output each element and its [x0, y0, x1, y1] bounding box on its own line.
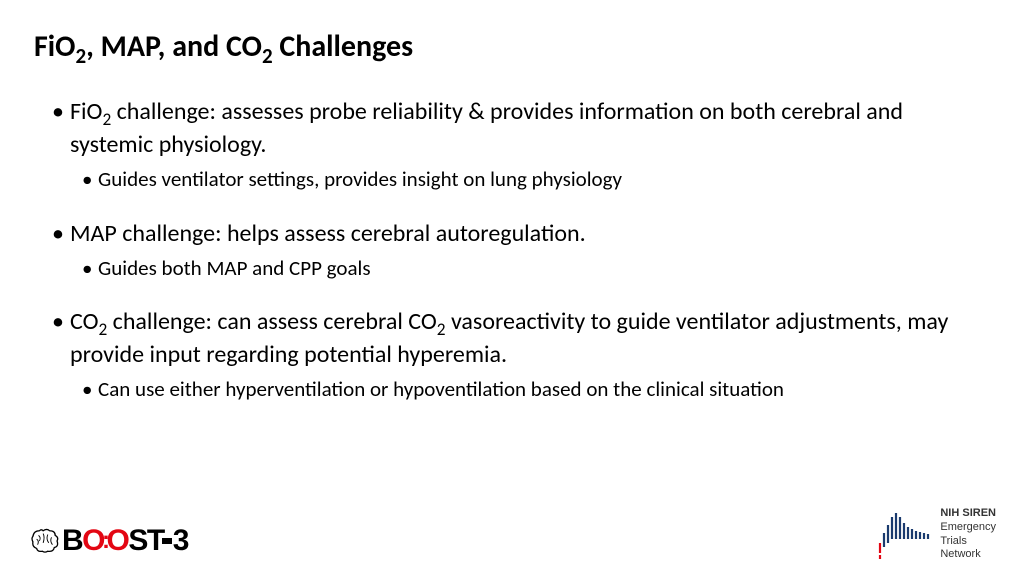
brain-icon — [30, 528, 60, 554]
siren-line: Network — [940, 548, 996, 562]
subscript: 2 — [98, 319, 107, 340]
logo-letter: 3 — [173, 524, 188, 558]
sub-bullet-list: Guides both MAP and CPP goals — [52, 255, 990, 281]
bullet-text: challenge: assesses probe reliability & … — [70, 97, 903, 159]
siren-line: NIH SIREN — [940, 507, 996, 521]
bullet-text: FiO — [70, 97, 102, 126]
bullet-text: MAP challenge: helps assess cerebral aut… — [70, 219, 586, 248]
nih-siren-logo: NIH SIREN Emergency Trials Network — [874, 507, 996, 562]
logo-letter: O — [82, 524, 104, 558]
title-sub: 2 — [262, 43, 273, 69]
boost3-logo: B O : O S T 3 — [30, 524, 188, 558]
siren-bars-icon — [874, 509, 932, 561]
siren-text: NIH SIREN Emergency Trials Network — [940, 507, 996, 562]
siren-line: Trials — [940, 535, 996, 549]
slide-title: FiO2, MAP, and CO2 Challenges — [34, 28, 990, 69]
logo-dash — [162, 538, 172, 544]
siren-line: Emergency — [940, 521, 996, 535]
title-part: , MAP, and CO — [86, 28, 262, 65]
bullet-text: challenge: can assess cerebral CO — [107, 307, 437, 336]
bullet-item: MAP challenge: helps assess cerebral aut… — [52, 219, 990, 249]
slide: FiO2, MAP, and CO2 Challenges FiO2 chall… — [0, 0, 1024, 576]
bullet-text: CO — [70, 307, 98, 336]
boost3-wordmark: B O : O S T 3 — [62, 524, 188, 558]
title-part: Challenges — [273, 28, 413, 65]
title-part: FiO — [34, 28, 75, 65]
logo-letter: O — [107, 524, 129, 558]
sub-bullet-item: Guides both MAP and CPP goals — [82, 255, 990, 281]
subscript: 2 — [102, 109, 111, 130]
bullet-item: FiO2 challenge: assesses probe reliabili… — [52, 97, 990, 160]
sub-bullet-item: Guides ventilator settings, provides ins… — [82, 166, 990, 192]
subscript: 2 — [437, 319, 446, 340]
bullet-list: FiO2 challenge: assesses probe reliabili… — [34, 97, 990, 403]
sub-bullet-list: Can use either hyperventilation or hypov… — [52, 376, 990, 402]
sub-bullet-item: Can use either hyperventilation or hypov… — [82, 376, 990, 402]
logo-letter: S — [128, 524, 147, 558]
logo-letter: B — [62, 524, 82, 558]
title-sub: 2 — [75, 43, 86, 69]
bullet-item: CO2 challenge: can assess cerebral CO2 v… — [52, 307, 990, 370]
sub-bullet-list: Guides ventilator settings, provides ins… — [52, 166, 990, 192]
